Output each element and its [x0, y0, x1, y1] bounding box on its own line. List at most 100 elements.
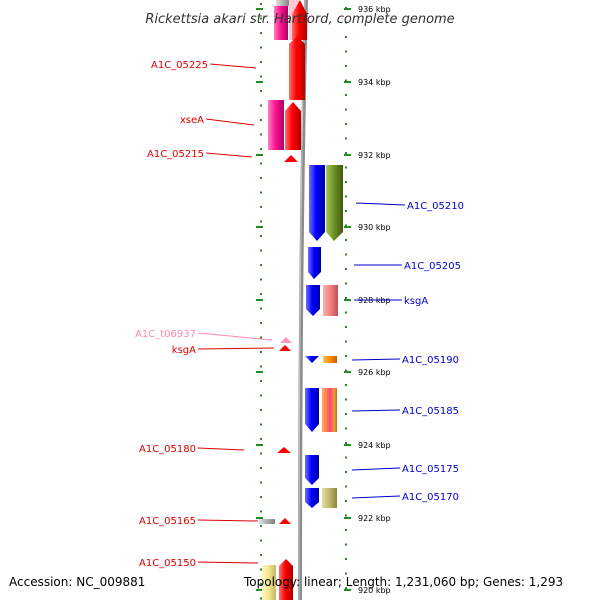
minor-tick — [345, 224, 347, 227]
leader-line — [197, 519, 259, 522]
scale-label: 924 kbp — [358, 441, 391, 450]
minor-tick — [345, 514, 347, 517]
major-tick-left — [256, 299, 263, 301]
minor-tick — [345, 500, 347, 502]
gene-ksgA-salmon — [323, 285, 338, 316]
minor-tick — [260, 539, 262, 542]
gene-A1C_05205 — [308, 247, 321, 279]
gene-A1C_05170-khaki — [322, 488, 337, 508]
gene-top-red-arrow — [292, 0, 307, 40]
gene-A1C_05185-multi — [322, 388, 337, 432]
minor-tick — [345, 355, 347, 357]
feature-label-A1C_05150[interactable]: A1C_05150 — [139, 558, 196, 569]
gene-A1C_05170-blue — [305, 488, 319, 508]
minor-tick — [260, 3, 262, 5]
minor-tick — [345, 50, 347, 53]
minor-tick — [345, 456, 347, 459]
major-tick-right — [344, 517, 351, 519]
minor-tick — [260, 32, 262, 34]
minor-tick — [260, 293, 262, 295]
gene-A1C_t06937 — [280, 337, 292, 343]
minor-tick — [260, 394, 262, 397]
minor-tick — [345, 558, 347, 560]
minor-tick — [345, 297, 347, 299]
minor-tick — [345, 529, 347, 531]
gene-xseA-pink — [268, 100, 284, 150]
minor-tick — [345, 123, 347, 125]
major-tick-left — [256, 444, 263, 446]
left-tick-column — [260, 3, 262, 600]
minor-tick — [260, 278, 262, 281]
feature-label-A1C_05190[interactable]: A1C_05190 — [402, 355, 459, 366]
gene-A1C_05210-olive — [326, 165, 343, 241]
minor-tick — [260, 583, 262, 585]
feature-label-xseA[interactable]: xseA — [180, 115, 204, 126]
feature-label-A1C_t06937[interactable]: A1C_t06937 — [135, 329, 196, 340]
minor-tick — [345, 195, 347, 198]
gene-A1C_05225 — [289, 36, 305, 100]
minor-tick — [345, 427, 347, 430]
minor-tick — [260, 351, 262, 353]
minor-tick — [260, 264, 262, 266]
feature-label-A1C_05180[interactable]: A1C_05180 — [139, 444, 196, 455]
minor-tick — [260, 46, 262, 49]
scale-label: 934 kbp — [358, 78, 391, 87]
scale-label: 930 kbp — [358, 223, 391, 232]
minor-tick — [345, 398, 347, 401]
minor-tick — [345, 210, 347, 212]
minor-tick — [260, 133, 262, 136]
leader-line — [351, 467, 401, 471]
minor-tick — [260, 177, 262, 179]
feature-label-A1C_05170[interactable]: A1C_05170 — [402, 492, 459, 503]
scale-label: 926 kbp — [358, 368, 391, 377]
minor-tick — [260, 452, 262, 455]
feature-label-A1C_05215[interactable]: A1C_05215 — [147, 149, 204, 160]
feature-label-ksgA[interactable]: ksgA — [404, 296, 428, 307]
scale-label: 936 kbp — [358, 5, 391, 14]
minor-tick — [260, 409, 262, 411]
major-tick-left — [256, 8, 263, 10]
minor-tick — [260, 525, 262, 527]
major-tick-right — [344, 299, 351, 301]
gene-A1C_05215 — [284, 155, 298, 162]
minor-tick — [260, 380, 262, 382]
gene-A1C_05165-gray — [259, 519, 275, 524]
gene-ksgA-left — [279, 345, 291, 351]
right-feature-labels: A1C_05210 A1C_05205 ksgA A1C_05190 A1C_05185… — [351, 201, 464, 503]
minor-tick — [345, 137, 347, 140]
scale-label: 920 kbp — [358, 586, 391, 595]
minor-tick — [260, 162, 262, 165]
minor-tick — [345, 340, 347, 343]
left-strand-features — [259, 0, 307, 600]
minor-tick — [345, 543, 347, 546]
minor-tick — [260, 148, 262, 150]
major-tick-left — [256, 226, 263, 228]
gene-ksgA-blue — [306, 285, 320, 316]
minor-tick — [345, 239, 347, 241]
minor-tick — [260, 119, 262, 121]
gene-A1C_05165-red — [279, 518, 291, 524]
minor-tick — [260, 481, 262, 484]
major-tick-right — [344, 226, 351, 228]
minor-tick — [345, 384, 347, 386]
minor-tick — [345, 152, 347, 154]
feature-label-A1C_05205[interactable]: A1C_05205 — [404, 261, 461, 272]
leader-line — [351, 358, 401, 361]
feature-label-ksgA[interactable]: ksgA — [172, 345, 196, 356]
feature-label-A1C_05175[interactable]: A1C_05175 — [402, 464, 459, 475]
feature-label-A1C_05165[interactable]: A1C_05165 — [139, 516, 196, 527]
feature-label-A1C_05210[interactable]: A1C_05210 — [407, 201, 464, 212]
gene-top-gray — [276, 0, 290, 6]
leader-line — [197, 447, 245, 451]
feature-label-A1C_05225[interactable]: A1C_05225 — [151, 60, 208, 71]
feature-label-A1C_05185[interactable]: A1C_05185 — [402, 406, 459, 417]
left-feature-labels: A1C_05225 xseA A1C_05215 A1C_t06937 ksgA A1C_… — [135, 60, 275, 569]
minor-tick — [345, 268, 347, 270]
minor-tick — [260, 336, 262, 339]
minor-tick — [345, 311, 347, 314]
minor-tick — [345, 413, 347, 415]
major-tick-left — [256, 371, 263, 373]
gene-A1C_05150-red — [279, 559, 293, 600]
minor-tick — [260, 423, 262, 426]
